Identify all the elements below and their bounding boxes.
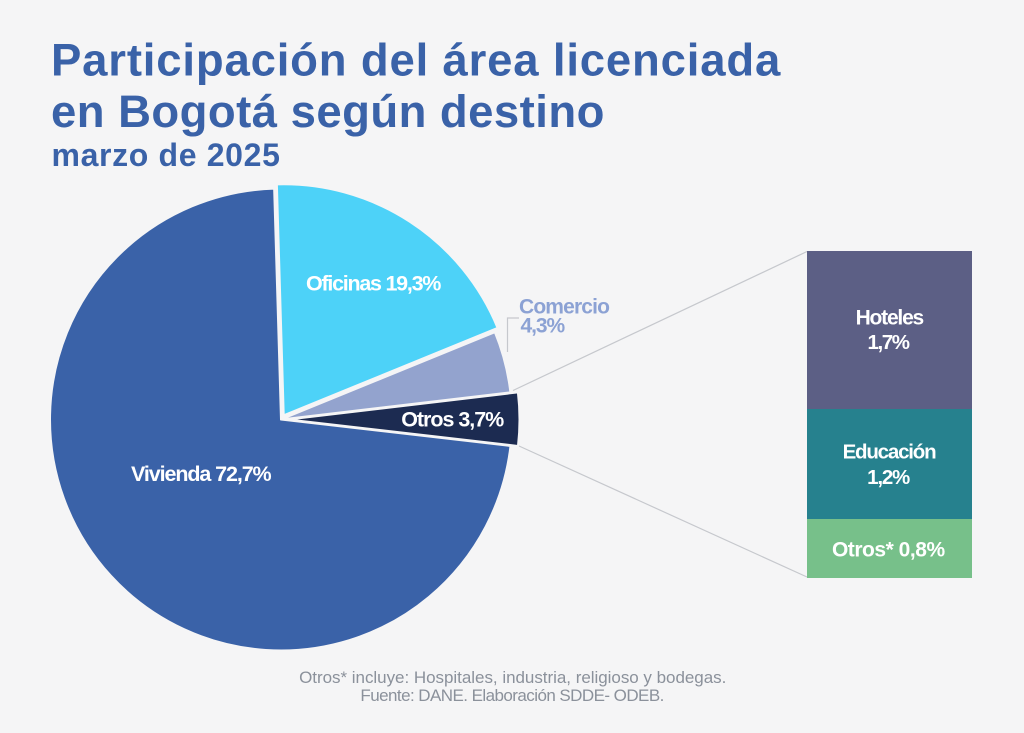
svg-text:Otros* 0,8%: Otros* 0,8% <box>832 539 946 562</box>
svg-text:1,7%: 1,7% <box>867 331 909 354</box>
svg-text:Oficinas 19,3%: Oficinas 19,3% <box>306 271 441 295</box>
svg-text:Hoteles: Hoteles <box>856 307 924 330</box>
svg-text:Educación: Educación <box>843 440 937 463</box>
svg-text:1,2%: 1,2% <box>867 466 910 489</box>
svg-text:marzo de 2025: marzo de 2025 <box>52 137 281 173</box>
svg-text:Participación del área licenci: Participación del área licenciada <box>51 35 781 86</box>
svg-text:Otros* incluye: Hospitales, in: Otros* incluye: Hospitales, industria, r… <box>299 668 726 687</box>
svg-text:Otros 3,7%: Otros 3,7% <box>401 408 504 432</box>
svg-text:en Bogotá según destino: en Bogotá según destino <box>51 86 605 137</box>
svg-text:Comercio: Comercio <box>519 296 609 319</box>
svg-text:Fuente: DANE. Elaboración SDDE: Fuente: DANE. Elaboración SDDE- ODEB. <box>360 686 663 705</box>
svg-text:4,3%: 4,3% <box>521 315 566 338</box>
svg-text:Vivienda 72,7%: Vivienda 72,7% <box>131 462 272 486</box>
